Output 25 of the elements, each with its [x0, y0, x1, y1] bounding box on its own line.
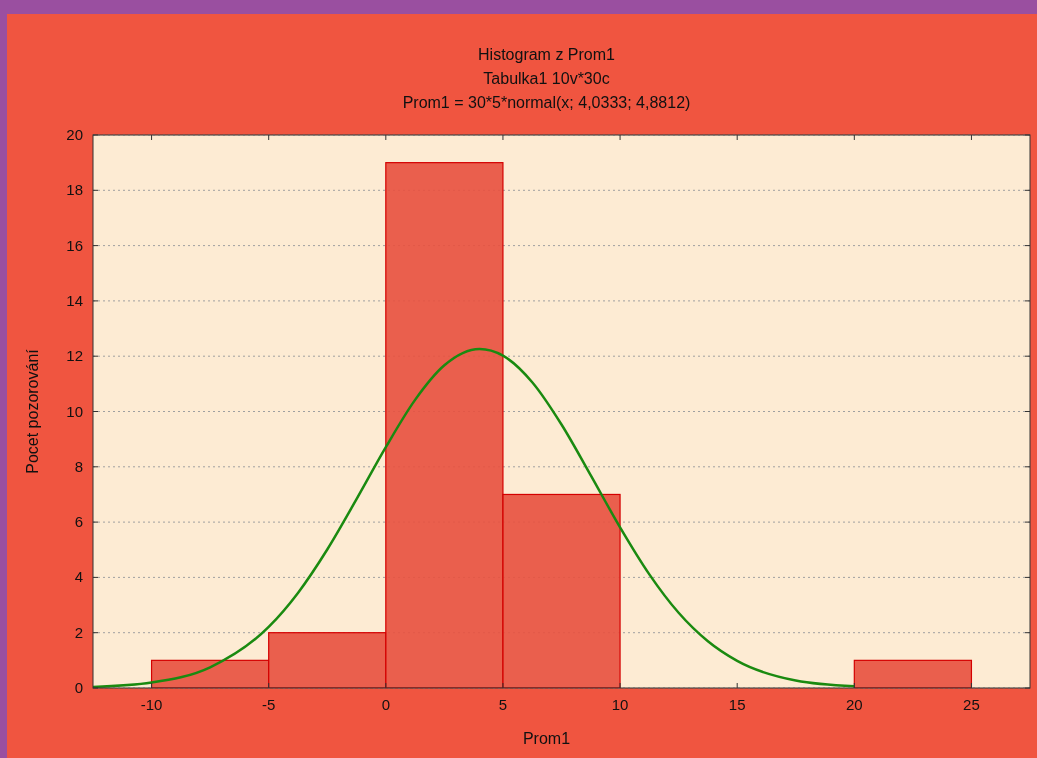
y-tick-label: 18 [66, 181, 83, 199]
y-tick-label: 0 [74, 679, 83, 696]
y-tick-label: 4 [74, 568, 83, 586]
y-tick-label: 2 [74, 623, 83, 641]
y-tick-label: 16 [66, 236, 83, 254]
x-tick-label: 0 [381, 696, 390, 713]
y-tick-label: 10 [66, 402, 83, 420]
x-tick-label: 10 [611, 696, 629, 713]
x-tick-label: 15 [728, 696, 746, 713]
x-axis-title: Prom1 [522, 730, 571, 747]
x-tick-label: 25 [963, 696, 980, 713]
y-tick-label: 8 [74, 457, 83, 475]
x-tick-label: -10 [140, 696, 163, 713]
text: Prom1 = 30*5*normal(x; 4,0333; 4,8812) [402, 94, 691, 111]
y-tick-label: 6 [74, 513, 83, 531]
chart-title: Histogram z Prom1 [478, 46, 616, 63]
y-tick-label: 20 [66, 126, 83, 143]
x-tick-label: -5 [262, 696, 276, 713]
x-tick-label: 20 [845, 696, 863, 713]
x-tick-label: 5 [498, 696, 508, 713]
line-series [93, 347, 856, 688]
y-tick-label: 14 [66, 291, 83, 309]
y-tick-label: 12 [66, 347, 83, 365]
y-axis-title: Pocet pozorování [24, 348, 41, 474]
chart-subtitle: Tabulka1 10v*30c [483, 70, 610, 87]
